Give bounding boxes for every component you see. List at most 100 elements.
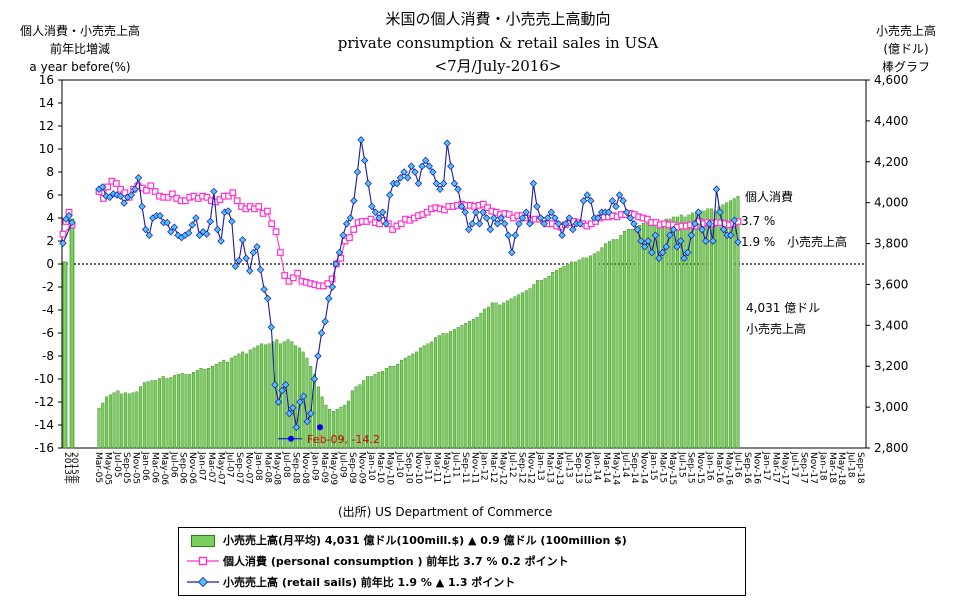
retail-point (360, 156, 369, 165)
monthly-bar (528, 288, 532, 449)
bar-value-label: 4,031 億ドル (746, 301, 820, 315)
monthly-bar (717, 206, 721, 449)
personal-point (225, 192, 232, 200)
monthly-bar (260, 343, 264, 449)
x-tick-label: Mar-06 (149, 452, 159, 483)
min-marker-dot (288, 435, 294, 442)
retail-point (68, 218, 76, 227)
legend-retail-marker (187, 576, 219, 588)
x-tick-label: Mar-13 (545, 452, 555, 483)
monthly-bar (430, 341, 434, 449)
personal-point (268, 220, 276, 228)
retail-point (583, 191, 591, 199)
monthly-bar (502, 302, 506, 449)
bar-series-label: 小売売上高 (746, 321, 806, 336)
x-tick-label: Jul-10 (394, 451, 404, 478)
retail-point (633, 225, 642, 234)
monthly-bar (184, 374, 188, 449)
retail-point (533, 202, 541, 211)
monthly-bar (604, 243, 608, 449)
monthly-bar (691, 212, 695, 449)
retail-point (547, 208, 556, 216)
retail-point (709, 237, 717, 245)
monthly-bar (369, 376, 373, 449)
retail-point (561, 220, 570, 228)
monthly-bar (180, 373, 184, 449)
x-tick-label: Jul-13 (563, 451, 573, 478)
personal-point (164, 193, 172, 201)
retail-point (242, 254, 250, 262)
right-axis-label-1: 小売売上高 (876, 23, 936, 38)
retail-point (544, 214, 552, 222)
x-tick-label: Sep-16 (742, 452, 752, 484)
retail-point (483, 214, 491, 222)
x-tick-label: Nov-07 (244, 452, 254, 484)
retail-point (231, 262, 240, 270)
retail-point (368, 202, 376, 211)
retail-point (716, 208, 724, 216)
personal-point (263, 207, 271, 215)
x-tick-label: Nov-08 (300, 452, 310, 484)
monthly-bar (403, 357, 407, 449)
personal-point (397, 220, 405, 228)
legend: 小売売上高(月平均) 4,031 億ドル(100mill.$) ▲ 0.9 億ド… (178, 527, 746, 596)
retail-point (615, 191, 624, 199)
x-tick-label: Nov-06 (187, 452, 197, 484)
retail-point (414, 179, 423, 188)
monthly-bar (732, 198, 736, 449)
retail-point (439, 179, 448, 188)
retail-point (623, 208, 631, 216)
personal-point (255, 203, 263, 210)
right-tick-label: 4,400 (874, 114, 908, 128)
x-tick-label: Jul-07 (225, 451, 235, 478)
x-tick-label: Nov-16 (752, 452, 762, 484)
monthly-bar (297, 347, 301, 449)
retail-point (450, 179, 459, 188)
x-tick-label: May-15 (667, 452, 677, 485)
monthly-bar (214, 363, 218, 449)
retail-point (371, 208, 380, 216)
retail-point (292, 423, 301, 431)
x-tick-label: May-12 (498, 452, 508, 485)
x-tick-label: Jan-08 (253, 451, 263, 481)
monthly-bar (108, 394, 112, 449)
monthly-bar (676, 216, 680, 449)
monthly-bar (135, 391, 139, 449)
legend-bar-swatch (187, 534, 219, 547)
monthly-bar (555, 269, 559, 449)
x-tick-label: May-05 (102, 452, 112, 485)
retail-point (59, 239, 67, 247)
retail-point (296, 398, 304, 406)
retail-point (393, 179, 401, 188)
right-tick-label: 3,600 (874, 277, 908, 291)
retail-point (529, 179, 538, 188)
monthly-bar (452, 329, 456, 449)
retail-point (343, 220, 351, 228)
monthly-bar (664, 218, 668, 449)
retail-point (436, 185, 444, 193)
x-tick-label: Jan-15 (648, 451, 658, 481)
monthly-bar (381, 371, 385, 449)
personal-point (294, 269, 302, 277)
monthly-bar (248, 349, 252, 449)
right-tick-label: 4,600 (874, 73, 908, 87)
retail-point (350, 197, 358, 205)
monthly-bar (294, 345, 298, 449)
retail-point (328, 283, 337, 291)
monthly-bar (581, 257, 585, 449)
x-tick-label: Sep-10 (403, 452, 413, 484)
retail-point (536, 214, 545, 222)
retail-point (612, 202, 620, 211)
left-tick-label: -2 (42, 280, 54, 294)
monthly-bar (97, 407, 101, 449)
monthly-bar (539, 280, 543, 449)
monthly-bar (112, 392, 116, 449)
retail-point (493, 220, 502, 228)
retail-point (299, 392, 308, 400)
retail-point (249, 248, 258, 257)
legend-item-retail: 小売売上高 (retail sails) 前年比 1.9 % ▲ 1.3 ポイン… (187, 573, 515, 591)
x-tick-label: Mar-16 (714, 452, 724, 483)
retail-point (364, 179, 372, 188)
x-tick-label: Jul-06 (168, 451, 178, 478)
monthly-bar (498, 304, 502, 449)
